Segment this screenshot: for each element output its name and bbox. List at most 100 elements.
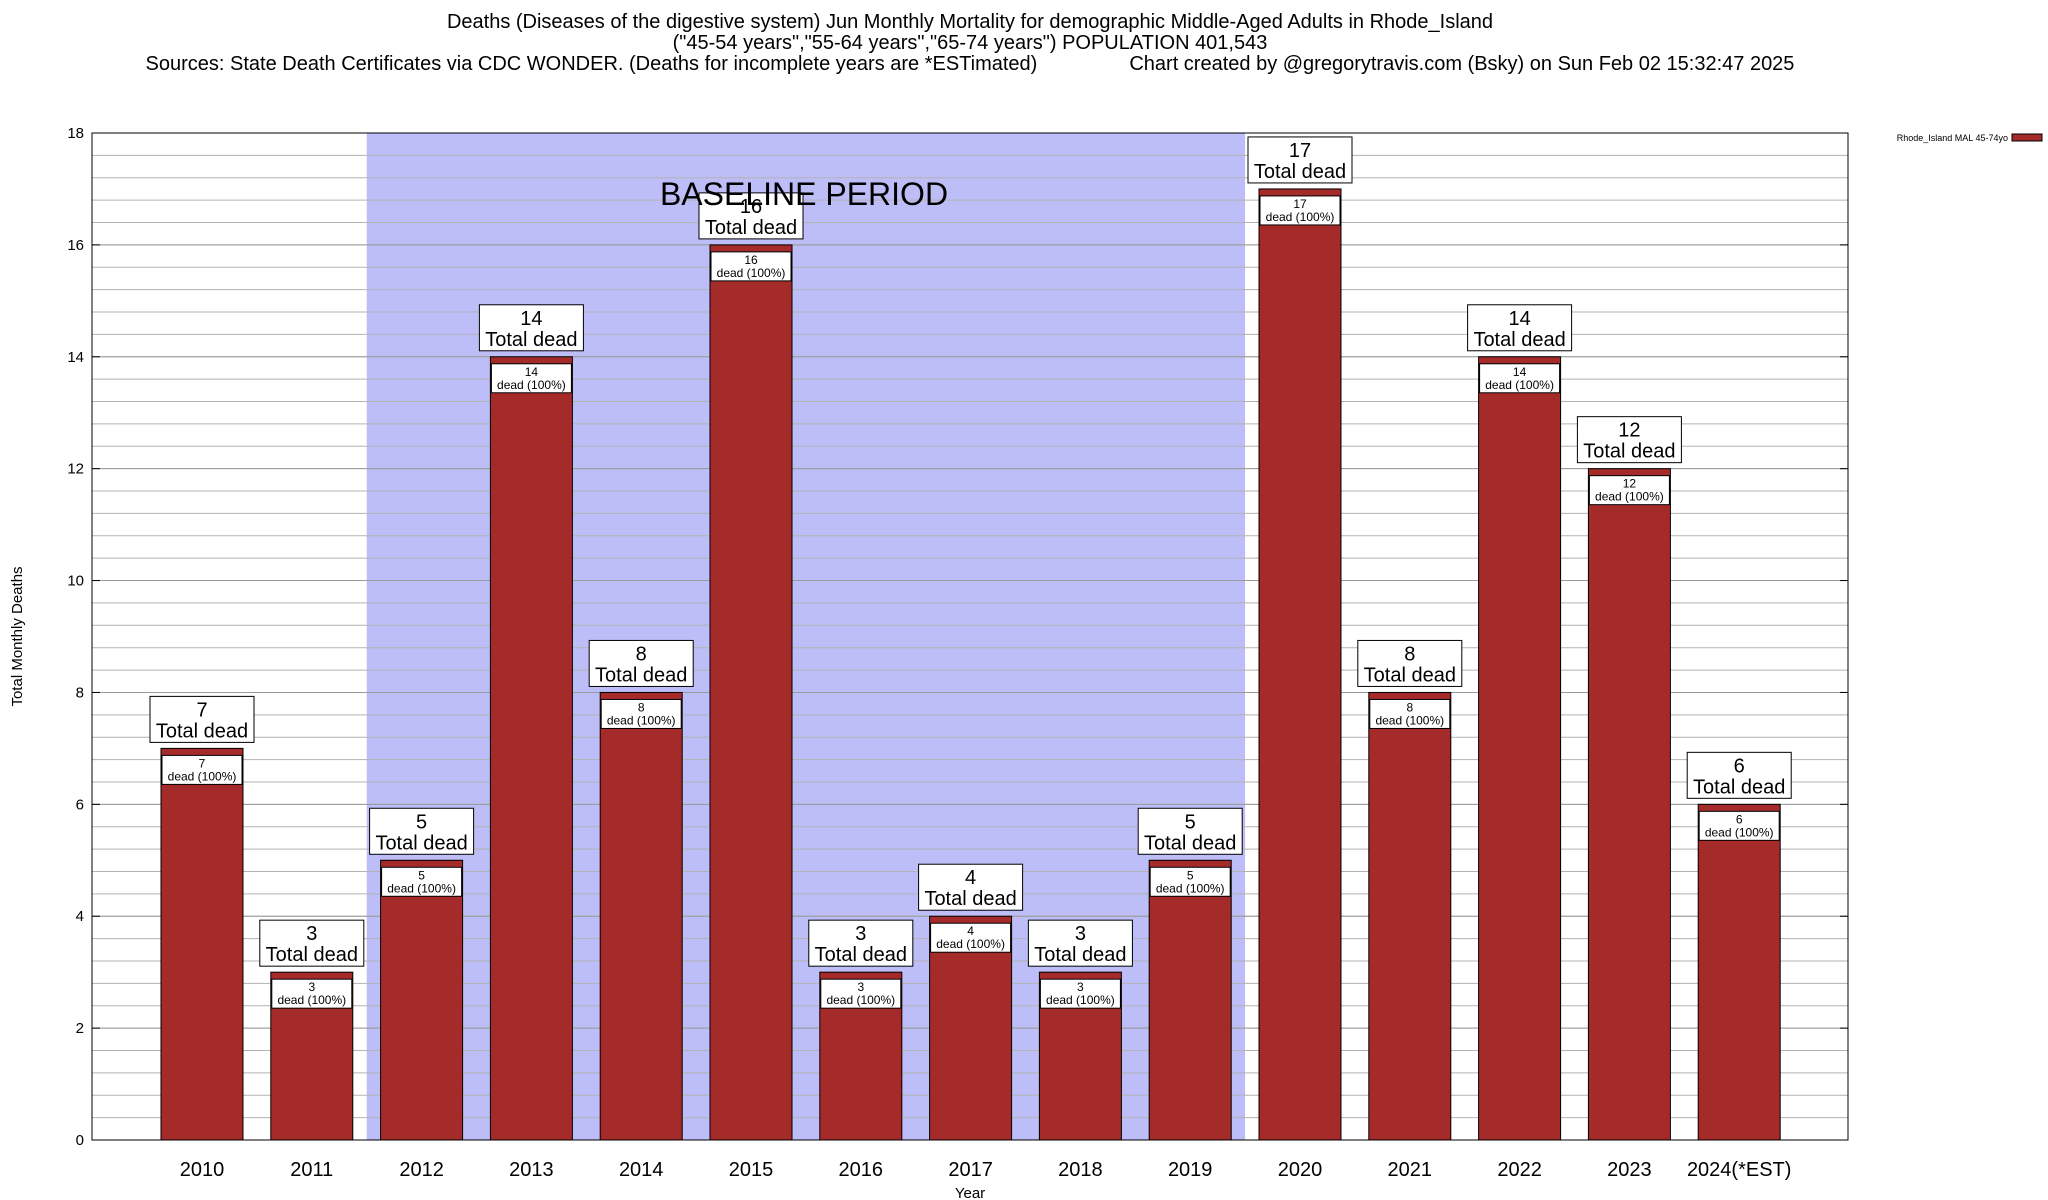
x-tick-label-2022: 2022 bbox=[1497, 1159, 1542, 1181]
inner-value-label: 3 bbox=[857, 980, 864, 994]
inner-label-box bbox=[930, 922, 1012, 953]
x-tick-label-2016: 2016 bbox=[839, 1159, 884, 1181]
x-tick-label-2017: 2017 bbox=[948, 1159, 993, 1181]
bar-2017 bbox=[929, 915, 1013, 1141]
inner-label-box bbox=[820, 978, 902, 1009]
total-label-box bbox=[918, 863, 1024, 911]
x-tick-label-2021: 2021 bbox=[1388, 1159, 1433, 1181]
inner-value-label: 17 bbox=[1293, 197, 1307, 211]
inner-value-label: 5 bbox=[1187, 868, 1194, 882]
total-dead-label: Total dead bbox=[1144, 832, 1236, 854]
inner-percent-label: dead (100%) bbox=[387, 881, 456, 895]
total-value-label: 3 bbox=[1075, 923, 1086, 945]
y-tick-label: 14 bbox=[67, 349, 84, 366]
x-tick-label-2012: 2012 bbox=[399, 1159, 444, 1181]
plot-frame bbox=[91, 132, 1849, 1141]
total-label-box bbox=[1357, 639, 1463, 687]
inner-value-label: 7 bbox=[199, 756, 206, 770]
total-label-box bbox=[1027, 919, 1133, 967]
total-value-label: 3 bbox=[306, 923, 317, 945]
bar-2023 bbox=[1587, 468, 1671, 1141]
inner-percent-label: dead (100%) bbox=[1046, 993, 1115, 1007]
total-label-box bbox=[369, 807, 475, 855]
total-dead-label: Total dead bbox=[1254, 161, 1346, 183]
chart-title: Deaths (Diseases of the digestive system… bbox=[446, 11, 1494, 33]
inner-percent-label: dead (100%) bbox=[607, 713, 676, 727]
inner-percent-label: dead (100%) bbox=[497, 378, 566, 392]
x-tick-label-2010: 2010 bbox=[180, 1159, 225, 1181]
total-dead-label: Total dead bbox=[1693, 776, 1785, 798]
total-label-box bbox=[259, 919, 365, 967]
total-value-label: 8 bbox=[1404, 643, 1415, 665]
y-tick-label: 10 bbox=[67, 573, 84, 590]
inner-value-label: 4 bbox=[967, 924, 974, 938]
y-axis-label: Total Monthly Deaths bbox=[9, 566, 26, 706]
inner-percent-label: dead (100%) bbox=[826, 993, 895, 1007]
total-value-label: 5 bbox=[416, 811, 427, 833]
total-label-box bbox=[698, 192, 804, 240]
legend-label: Rhode_Island MAL 45-74yo bbox=[1897, 133, 2008, 143]
x-tick-label-2023: 2023 bbox=[1607, 1159, 1652, 1181]
inner-value-label: 16 bbox=[744, 253, 758, 267]
bar-2024(*EST) bbox=[1697, 803, 1781, 1141]
legend: Rhode_Island MAL 45-74yo bbox=[1897, 133, 2043, 143]
bar-2021 bbox=[1368, 691, 1452, 1141]
inner-value-label: 3 bbox=[1077, 980, 1084, 994]
total-value-label: 6 bbox=[1734, 755, 1745, 777]
y-tick-label: 18 bbox=[67, 125, 84, 142]
inner-percent-label: dead (100%) bbox=[1156, 881, 1225, 895]
inner-value-label: 14 bbox=[525, 365, 539, 379]
bar-2013 bbox=[489, 356, 573, 1141]
inner-label-box bbox=[1588, 475, 1670, 506]
inner-label-box bbox=[710, 251, 792, 282]
y-tick-label: 8 bbox=[76, 684, 84, 701]
credit-text: Chart created by @gregorytravis.com (Bsk… bbox=[1129, 53, 1795, 75]
inner-label-box bbox=[271, 978, 353, 1009]
inner-percent-label: dead (100%) bbox=[717, 266, 786, 280]
inner-label-box bbox=[1039, 978, 1121, 1009]
x-tick-label-2013: 2013 bbox=[509, 1159, 554, 1181]
axis-layer: 0 2 4 6 8 10 12 14 16 18 2010 2011 2012 2013 2014 2015 2… bbox=[67, 125, 1848, 1181]
x-tick-label-2020: 2020 bbox=[1278, 1159, 1323, 1181]
x-tick-label-2011: 2011 bbox=[290, 1159, 333, 1181]
legend-swatch bbox=[2011, 133, 2043, 142]
inner-percent-label: dead (100%) bbox=[1705, 825, 1774, 839]
inner-label-box bbox=[1479, 363, 1561, 394]
y-tick-label: 16 bbox=[67, 237, 84, 254]
inner-label-box bbox=[1149, 866, 1231, 897]
bar-2019 bbox=[1148, 859, 1232, 1141]
y-tick-label: 0 bbox=[76, 1132, 84, 1149]
source-credit-line: Sources: State Death Certificates via CD… bbox=[0, 54, 1940, 75]
inner-value-label: 12 bbox=[1623, 477, 1637, 491]
total-value-label: 3 bbox=[855, 923, 866, 945]
bar-2015 bbox=[709, 244, 793, 1141]
x-tick-label-2024(*EST): 2024(*EST) bbox=[1687, 1159, 1792, 1181]
y-tick-label: 12 bbox=[67, 461, 84, 478]
bar-2020 bbox=[1258, 188, 1342, 1141]
total-value-label: 7 bbox=[196, 699, 207, 721]
bar-2014 bbox=[599, 691, 683, 1141]
chart-title-block: Deaths (Diseases of the digestive system… bbox=[0, 12, 1940, 75]
inner-percent-label: dead (100%) bbox=[1485, 378, 1554, 392]
inner-label-box bbox=[161, 754, 243, 785]
y-tick-label: 2 bbox=[76, 1020, 84, 1037]
inner-percent-label: dead (100%) bbox=[1595, 490, 1664, 504]
inner-value-label: 3 bbox=[308, 980, 315, 994]
total-label-box bbox=[1247, 136, 1353, 184]
bar-2012 bbox=[380, 859, 464, 1141]
total-value-label: 12 bbox=[1618, 420, 1640, 442]
total-label-box bbox=[588, 639, 694, 687]
total-dead-label: Total dead bbox=[266, 944, 358, 966]
total-label-box bbox=[1467, 304, 1573, 352]
x-axis-label: Year bbox=[955, 1185, 985, 1200]
x-tick-label-2014: 2014 bbox=[619, 1159, 664, 1181]
total-dead-label: Total dead bbox=[924, 888, 1016, 910]
inner-value-label: 5 bbox=[418, 868, 425, 882]
total-value-label: 4 bbox=[965, 867, 976, 889]
total-label-box bbox=[808, 919, 914, 967]
total-label-box bbox=[1137, 807, 1243, 855]
inner-label-box bbox=[600, 698, 682, 729]
total-label-box bbox=[1576, 416, 1682, 464]
